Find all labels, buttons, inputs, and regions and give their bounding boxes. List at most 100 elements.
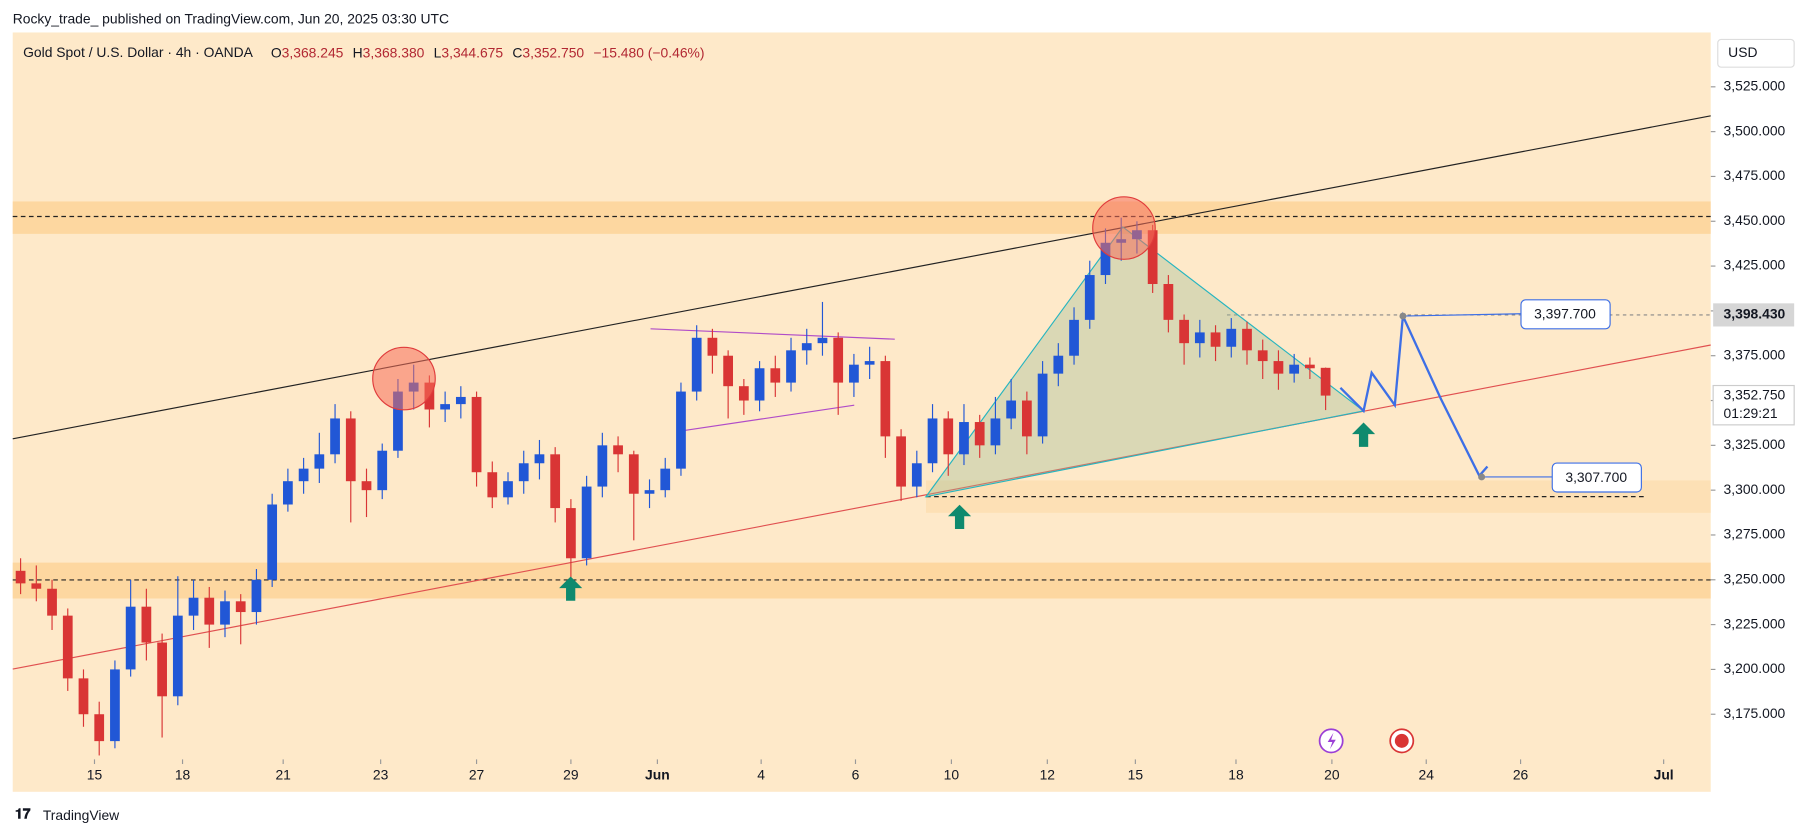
change: −15.480 (−0.46%) <box>593 44 704 60</box>
callout-label: 3,397.700 <box>1534 306 1596 322</box>
zone <box>12 562 1711 599</box>
event-icon <box>1394 733 1409 748</box>
candle-body <box>1305 364 1315 369</box>
x-tick-label: 24 <box>1419 766 1435 782</box>
candle-body <box>47 588 57 616</box>
y-tick-label: 3,375.000 <box>1724 346 1786 362</box>
candle-body <box>330 418 340 455</box>
candle-body <box>345 418 356 482</box>
overlays: 3,397.700 3,307.700 <box>372 196 1642 754</box>
x-tick-label: 26 <box>1513 766 1529 782</box>
candle-body <box>1257 350 1268 362</box>
candle-body <box>15 570 26 584</box>
ohlc-key: C <box>512 44 522 60</box>
candle-body <box>1037 373 1048 437</box>
callout-line <box>1402 313 1521 317</box>
symbol: Gold Spot / U.S. Dollar · 4h · OANDA <box>23 44 254 60</box>
price-tag-label: 3,352.750 <box>1724 387 1786 403</box>
point <box>1478 473 1486 481</box>
candle-body <box>141 606 152 643</box>
ohlc: O3,368.245 H3,368.380 L3,344.675 C3,352.750… <box>271 44 705 60</box>
callout-label: 3,307.700 <box>1565 469 1627 485</box>
y-tick-label: 3,225.000 <box>1724 615 1786 631</box>
candle-body <box>1100 242 1111 276</box>
y-tick-label: 3,475.000 <box>1724 167 1786 183</box>
candle-body <box>974 422 985 446</box>
candle-body <box>754 368 765 401</box>
candle-body <box>613 445 623 455</box>
candle-body <box>1006 400 1017 419</box>
candle-body <box>220 601 230 625</box>
candle-body <box>62 615 73 679</box>
ohlc-value: 3,352.750 <box>522 44 584 60</box>
channel-bottom <box>12 344 1711 670</box>
candle-body <box>566 508 576 559</box>
candle-body <box>817 337 828 344</box>
zone <box>12 201 1711 234</box>
candle-body <box>1069 319 1079 356</box>
x-tick-label: 29 <box>563 766 579 782</box>
candle-body <box>235 601 246 613</box>
event-icon <box>1327 732 1336 749</box>
x-tick-label: 12 <box>1040 766 1056 782</box>
candle-body <box>1273 361 1284 374</box>
candle-body <box>1053 355 1064 374</box>
candle-body <box>959 422 969 455</box>
candle-body <box>1163 284 1174 320</box>
candle-body <box>298 468 309 482</box>
ohlc-value: 3,368.245 <box>282 44 344 60</box>
candle-body <box>660 468 671 491</box>
ohlc-key: H <box>353 44 363 60</box>
candle-body <box>94 714 105 742</box>
candle-body <box>628 454 639 494</box>
zones <box>12 201 1711 599</box>
candle-body <box>1179 319 1189 344</box>
candle-body <box>644 490 655 494</box>
projection <box>1339 311 1489 478</box>
currency-button[interactable] <box>1717 38 1795 68</box>
callout-box <box>1551 462 1642 493</box>
countdown: 01:29:21 <box>1724 405 1778 421</box>
candle-body <box>1210 332 1221 347</box>
candle-body <box>1147 230 1158 285</box>
candle-body <box>518 463 529 482</box>
brand-logo: 𝟏𝟕 <box>15 806 31 822</box>
brand: TradingView <box>43 807 120 823</box>
x-tick-label: Jul <box>1654 766 1674 782</box>
candle-body <box>440 404 450 410</box>
y-tick-label: 3,250.000 <box>1724 570 1786 586</box>
candle-body <box>204 597 215 625</box>
candle-body <box>361 481 372 491</box>
candle-body <box>471 396 482 473</box>
candle-body <box>251 579 262 613</box>
y-tick-label: 3,300.000 <box>1724 481 1786 497</box>
candle-body <box>503 481 513 498</box>
x-tick-label: 18 <box>1228 766 1244 782</box>
candle-body <box>943 418 954 455</box>
ohlc-value: 3,344.675 <box>441 44 503 60</box>
candle-body <box>188 597 199 616</box>
candle-body <box>786 350 796 383</box>
candle-body <box>723 355 734 387</box>
candle-body <box>1320 367 1331 396</box>
candle-body <box>172 615 183 697</box>
candle-body <box>801 343 812 351</box>
candle-body <box>880 361 891 437</box>
candle-body <box>125 606 136 670</box>
candle-body <box>597 445 608 487</box>
candle-body <box>283 481 293 505</box>
y-tick-label: 3,425.000 <box>1724 257 1786 273</box>
candle-body <box>581 486 592 559</box>
price-tag <box>1712 384 1795 426</box>
y-tick-label: 3,525.000 <box>1724 77 1786 93</box>
x-tick-label: 18 <box>175 766 191 782</box>
candle-body <box>1084 275 1095 320</box>
candle-body <box>927 418 938 464</box>
candle-body <box>1226 328 1237 347</box>
candle-body <box>738 386 749 401</box>
highlight-circle <box>1092 196 1156 260</box>
candle-body <box>487 472 498 498</box>
x-tick-label: 20 <box>1324 766 1340 782</box>
flag-line <box>650 328 895 340</box>
ohlc-key: O <box>271 44 282 60</box>
